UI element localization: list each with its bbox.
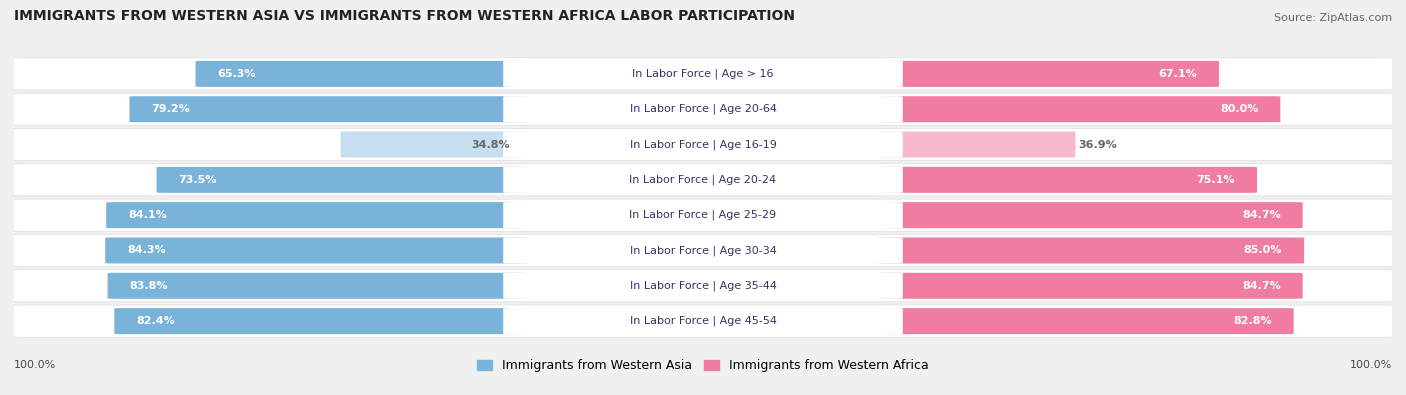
FancyBboxPatch shape: [503, 237, 903, 263]
FancyBboxPatch shape: [877, 202, 1303, 228]
Text: 67.1%: 67.1%: [1159, 69, 1197, 79]
Text: In Labor Force | Age 20-24: In Labor Force | Age 20-24: [630, 175, 776, 185]
FancyBboxPatch shape: [195, 61, 529, 87]
FancyBboxPatch shape: [7, 164, 1399, 196]
Text: In Labor Force | Age 16-19: In Labor Force | Age 16-19: [630, 139, 776, 150]
FancyBboxPatch shape: [7, 270, 1399, 302]
FancyBboxPatch shape: [877, 132, 1076, 158]
FancyBboxPatch shape: [7, 58, 1399, 90]
Text: 84.3%: 84.3%: [128, 245, 166, 256]
Legend: Immigrants from Western Asia, Immigrants from Western Africa: Immigrants from Western Asia, Immigrants…: [472, 354, 934, 377]
FancyBboxPatch shape: [156, 167, 529, 193]
Text: 75.1%: 75.1%: [1197, 175, 1234, 185]
Text: 85.0%: 85.0%: [1244, 245, 1282, 256]
Text: In Labor Force | Age 35-44: In Labor Force | Age 35-44: [630, 280, 776, 291]
Text: 82.4%: 82.4%: [136, 316, 176, 326]
Text: In Labor Force | Age 20-64: In Labor Force | Age 20-64: [630, 104, 776, 115]
FancyBboxPatch shape: [877, 308, 1294, 334]
FancyBboxPatch shape: [877, 96, 1281, 122]
FancyBboxPatch shape: [877, 167, 1257, 193]
Text: 73.5%: 73.5%: [179, 175, 217, 185]
FancyBboxPatch shape: [114, 308, 529, 334]
FancyBboxPatch shape: [877, 237, 1305, 263]
FancyBboxPatch shape: [503, 202, 903, 228]
FancyBboxPatch shape: [108, 273, 529, 299]
FancyBboxPatch shape: [7, 128, 1399, 161]
Text: 36.9%: 36.9%: [1078, 139, 1116, 150]
Text: 80.0%: 80.0%: [1220, 104, 1258, 114]
FancyBboxPatch shape: [105, 237, 529, 263]
FancyBboxPatch shape: [503, 96, 903, 122]
Text: In Labor Force | Age 45-54: In Labor Force | Age 45-54: [630, 316, 776, 326]
FancyBboxPatch shape: [877, 61, 1219, 87]
Text: 100.0%: 100.0%: [1350, 359, 1392, 370]
Text: In Labor Force | Age > 16: In Labor Force | Age > 16: [633, 69, 773, 79]
Text: 83.8%: 83.8%: [129, 281, 169, 291]
FancyBboxPatch shape: [7, 199, 1399, 231]
Text: In Labor Force | Age 25-29: In Labor Force | Age 25-29: [630, 210, 776, 220]
FancyBboxPatch shape: [7, 234, 1399, 267]
FancyBboxPatch shape: [503, 61, 903, 87]
FancyBboxPatch shape: [7, 93, 1399, 125]
Text: 65.3%: 65.3%: [218, 69, 256, 79]
Text: 34.8%: 34.8%: [471, 139, 510, 150]
FancyBboxPatch shape: [129, 96, 529, 122]
Text: Source: ZipAtlas.com: Source: ZipAtlas.com: [1274, 13, 1392, 23]
Text: 79.2%: 79.2%: [152, 104, 190, 114]
FancyBboxPatch shape: [340, 132, 529, 158]
FancyBboxPatch shape: [7, 305, 1399, 337]
FancyBboxPatch shape: [503, 308, 903, 334]
FancyBboxPatch shape: [107, 202, 529, 228]
Text: 84.7%: 84.7%: [1241, 210, 1281, 220]
Text: 100.0%: 100.0%: [14, 359, 56, 370]
Text: 82.8%: 82.8%: [1233, 316, 1271, 326]
FancyBboxPatch shape: [503, 273, 903, 299]
Text: 84.7%: 84.7%: [1241, 281, 1281, 291]
Text: In Labor Force | Age 30-34: In Labor Force | Age 30-34: [630, 245, 776, 256]
FancyBboxPatch shape: [877, 273, 1303, 299]
FancyBboxPatch shape: [503, 132, 903, 158]
Text: IMMIGRANTS FROM WESTERN ASIA VS IMMIGRANTS FROM WESTERN AFRICA LABOR PARTICIPATI: IMMIGRANTS FROM WESTERN ASIA VS IMMIGRAN…: [14, 9, 794, 23]
Text: 84.1%: 84.1%: [128, 210, 167, 220]
FancyBboxPatch shape: [503, 167, 903, 193]
